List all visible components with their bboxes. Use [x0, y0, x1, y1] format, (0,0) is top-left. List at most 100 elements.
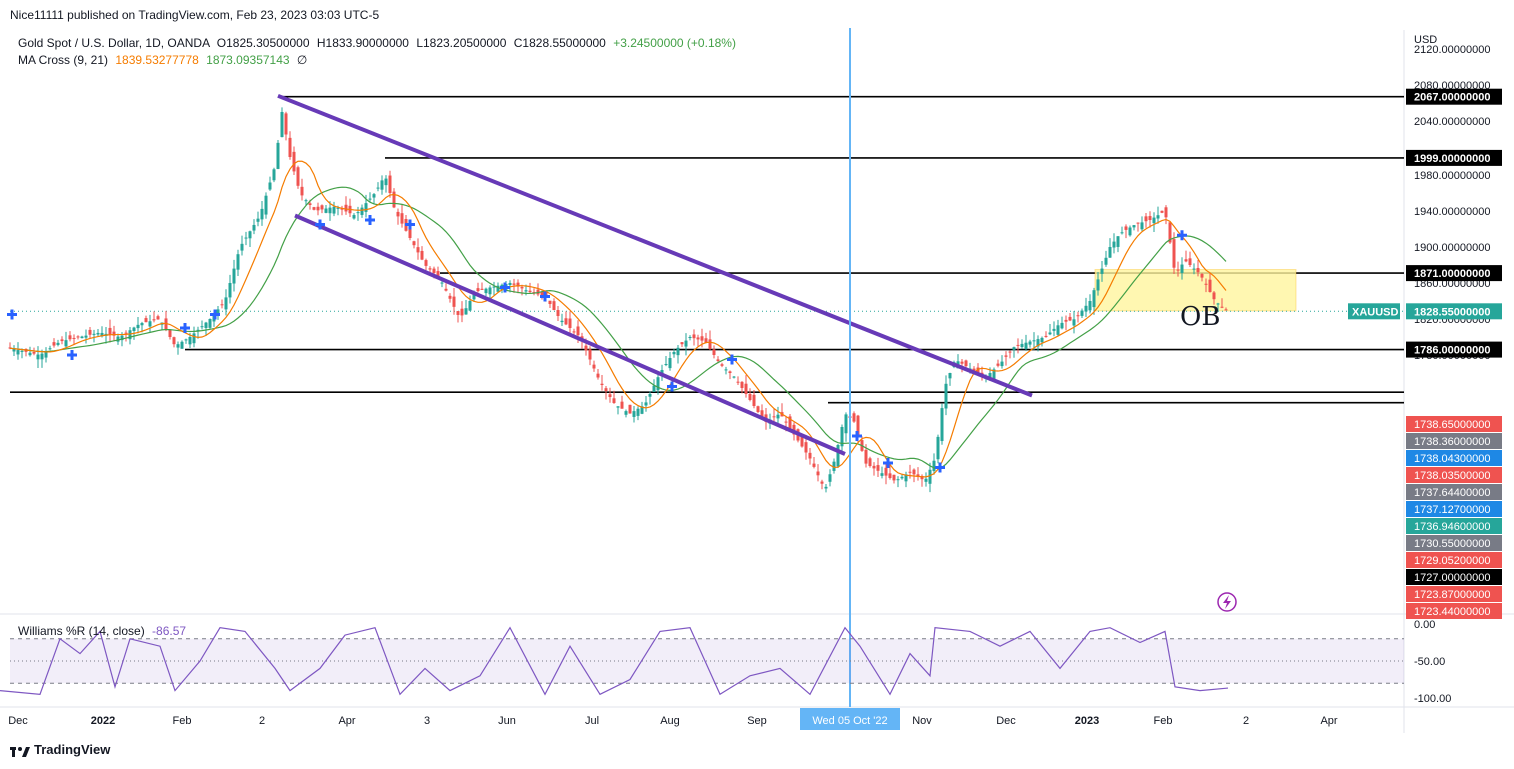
ma-cross-signal-icon	[180, 323, 190, 333]
ma-cross-signal-icon	[67, 350, 77, 360]
candle-body	[528, 290, 532, 292]
candle-body	[284, 113, 288, 135]
right-price-tag	[1406, 569, 1502, 585]
candle-body	[268, 182, 272, 190]
candle-body	[240, 243, 244, 251]
candle-body	[272, 169, 276, 181]
candle-body	[444, 288, 448, 291]
candle-body	[28, 352, 32, 356]
candle-body	[68, 335, 72, 340]
candle-body	[1048, 332, 1052, 335]
tradingview-footer[interactable]: TradingView	[10, 742, 110, 757]
ma-cross-name[interactable]: MA Cross (9, 21)	[18, 53, 109, 67]
candle-body	[632, 411, 636, 417]
ma-cross-signal-icon	[365, 215, 375, 225]
candle-body	[368, 198, 372, 200]
candle-body	[1104, 257, 1108, 265]
candle-body	[836, 445, 840, 467]
candle-body	[132, 327, 136, 331]
candle-body	[44, 350, 48, 358]
candle-body	[364, 203, 368, 212]
candle-body	[412, 241, 416, 246]
ma-cross-signal-icon	[405, 219, 415, 230]
footer-brand: TradingView	[34, 742, 111, 757]
candle-body	[640, 406, 644, 414]
candle-body	[260, 208, 264, 220]
level-price-tag-text: 1786.00000000	[1414, 345, 1490, 357]
candle-body	[124, 332, 128, 334]
candle-body	[1100, 268, 1104, 274]
candle-body	[584, 345, 588, 351]
candle-body	[672, 352, 676, 355]
price-tick-label: 1980.00000000	[1414, 170, 1490, 182]
candle-body	[1196, 267, 1200, 273]
candle-body	[884, 467, 888, 476]
symbol-name[interactable]: Gold Spot / U.S. Dollar, 1D, OANDA	[18, 36, 210, 50]
candle-body	[912, 469, 916, 475]
candle-body	[924, 478, 928, 482]
candle-body	[612, 398, 616, 403]
ma-cross-signal-icon	[1177, 230, 1187, 241]
candle-body	[944, 383, 948, 409]
candle-body	[288, 137, 292, 157]
candle-body	[12, 349, 16, 352]
candle-body	[232, 268, 236, 284]
candle-body	[1180, 264, 1184, 273]
price-tick-label: 2040.00000000	[1414, 116, 1490, 128]
candle-body	[948, 373, 952, 379]
candle-body	[204, 322, 208, 328]
candle-body	[1052, 328, 1056, 331]
candle-body	[608, 394, 612, 397]
candle-body	[60, 339, 64, 342]
candle-body	[696, 337, 700, 340]
candle-body	[512, 283, 516, 285]
candle-body	[1076, 315, 1080, 317]
candle-body	[440, 282, 444, 284]
candle-body	[1016, 344, 1020, 346]
change-value: +3.24500000 (+0.18%)	[613, 36, 736, 50]
ma-cross-signal-icon	[7, 309, 17, 320]
candle-body	[1200, 273, 1204, 278]
cursor-date-text: Wed 05 Oct '22	[812, 715, 887, 727]
candle-body	[252, 224, 256, 231]
right-price-tag-text: 1729.05200000	[1414, 555, 1490, 567]
candle-body	[344, 204, 348, 212]
candle-body	[724, 369, 728, 371]
candle-body	[592, 364, 596, 369]
publisher-header: Nice11111 published on TradingView.com, …	[10, 8, 380, 22]
candle-body	[644, 402, 648, 406]
candle-body	[484, 288, 488, 294]
right-price-tag	[1406, 552, 1502, 568]
channel-upper-line	[277, 93, 1033, 398]
current-price-tag	[1406, 303, 1502, 320]
price-tick-label: 2120.00000000	[1414, 44, 1490, 56]
candle-body	[1144, 216, 1148, 222]
williams-r-line	[0, 626, 1229, 696]
candle-body	[436, 271, 440, 277]
candle-body	[220, 304, 224, 306]
candle-body	[752, 394, 756, 406]
candle-body	[1164, 207, 1168, 218]
candle-body	[452, 296, 456, 307]
candle-body	[1224, 309, 1228, 311]
candle-body	[932, 460, 936, 471]
candle-body	[960, 361, 964, 364]
candle-body	[280, 112, 284, 138]
candle-body	[908, 471, 912, 473]
candle-body	[116, 336, 120, 342]
candle-body	[456, 311, 460, 315]
tradingview-logo-icon	[10, 746, 30, 757]
candle-body	[328, 207, 332, 214]
right-price-tag	[1406, 450, 1502, 466]
candle-body	[372, 194, 376, 198]
candle-body	[128, 330, 132, 340]
candle-body	[424, 260, 428, 266]
candle-body	[360, 207, 364, 215]
level-price-tag-text: 2067.00000000	[1414, 92, 1490, 104]
candle-body	[1060, 322, 1064, 329]
williams-r-name[interactable]: Williams %R (14, close)	[18, 624, 145, 638]
candle-body	[1220, 306, 1224, 308]
candle-body	[784, 421, 788, 423]
high-value: H1833.90000000	[316, 36, 409, 50]
